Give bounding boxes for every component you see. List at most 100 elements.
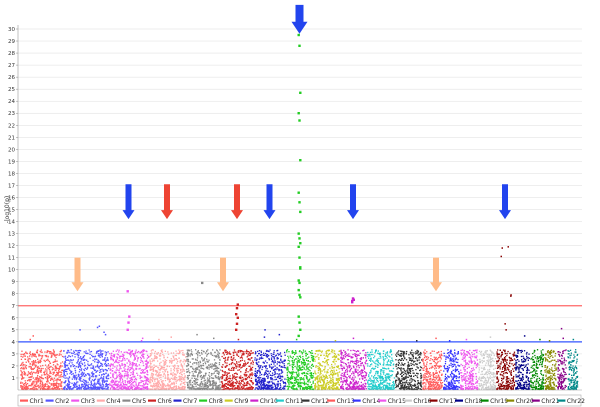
point bbox=[129, 363, 131, 365]
point bbox=[218, 378, 221, 380]
point bbox=[251, 386, 253, 388]
point bbox=[206, 355, 208, 357]
point bbox=[246, 362, 249, 364]
point bbox=[53, 384, 56, 387]
point bbox=[381, 377, 383, 379]
point bbox=[101, 368, 103, 370]
point bbox=[356, 381, 358, 384]
point bbox=[61, 387, 63, 390]
point bbox=[206, 386, 209, 389]
point bbox=[155, 372, 158, 374]
point bbox=[123, 374, 126, 377]
point bbox=[241, 388, 243, 390]
point bbox=[215, 366, 217, 368]
point bbox=[65, 364, 67, 366]
point bbox=[354, 387, 356, 390]
point bbox=[315, 377, 317, 379]
point bbox=[263, 384, 265, 386]
point bbox=[341, 369, 344, 371]
point bbox=[49, 352, 51, 354]
point bbox=[299, 381, 301, 383]
point bbox=[352, 365, 355, 367]
point bbox=[162, 375, 164, 377]
point bbox=[189, 366, 192, 368]
point bbox=[281, 371, 284, 373]
point bbox=[189, 381, 191, 383]
point bbox=[81, 385, 83, 387]
point bbox=[115, 360, 117, 362]
point bbox=[187, 349, 189, 352]
point bbox=[188, 370, 190, 372]
point bbox=[229, 383, 231, 385]
point bbox=[107, 387, 109, 389]
point bbox=[303, 362, 305, 364]
point bbox=[90, 367, 92, 369]
point bbox=[289, 381, 292, 383]
point bbox=[116, 356, 118, 358]
point bbox=[284, 351, 286, 354]
point bbox=[381, 376, 383, 378]
point bbox=[345, 381, 347, 383]
point bbox=[113, 387, 115, 390]
point bbox=[163, 368, 165, 370]
point bbox=[244, 384, 246, 386]
point bbox=[172, 355, 174, 357]
point bbox=[102, 359, 105, 361]
point bbox=[151, 352, 153, 354]
point bbox=[263, 387, 265, 389]
point bbox=[259, 370, 261, 372]
point bbox=[87, 388, 89, 390]
point bbox=[240, 371, 242, 373]
point bbox=[92, 387, 95, 389]
point bbox=[390, 360, 392, 362]
point bbox=[171, 362, 173, 364]
point bbox=[127, 375, 129, 377]
point bbox=[147, 362, 149, 364]
point bbox=[279, 353, 281, 355]
point bbox=[291, 373, 294, 375]
background-points bbox=[20, 246, 579, 391]
point bbox=[150, 379, 153, 381]
point bbox=[351, 386, 353, 388]
point bbox=[146, 366, 148, 368]
point bbox=[384, 381, 386, 383]
point bbox=[107, 375, 110, 377]
point bbox=[113, 355, 115, 357]
point bbox=[190, 353, 192, 355]
point bbox=[215, 376, 217, 378]
point bbox=[247, 381, 249, 383]
point bbox=[265, 371, 267, 373]
point bbox=[66, 386, 69, 388]
point bbox=[246, 382, 248, 385]
point bbox=[350, 388, 352, 390]
point bbox=[350, 357, 352, 359]
point bbox=[261, 387, 263, 389]
point bbox=[29, 355, 31, 357]
point bbox=[173, 383, 175, 385]
point bbox=[287, 368, 289, 370]
point bbox=[40, 360, 42, 362]
point bbox=[57, 388, 59, 390]
point bbox=[101, 380, 104, 382]
point bbox=[39, 387, 42, 389]
point bbox=[212, 382, 214, 385]
point bbox=[87, 386, 89, 388]
point bbox=[314, 370, 316, 372]
point bbox=[105, 369, 107, 371]
point bbox=[226, 383, 228, 385]
point bbox=[81, 362, 83, 364]
point bbox=[126, 373, 128, 375]
point bbox=[297, 382, 300, 384]
point bbox=[188, 382, 190, 384]
point bbox=[191, 353, 193, 356]
point bbox=[311, 386, 313, 389]
point bbox=[40, 365, 42, 367]
point bbox=[47, 367, 49, 370]
point bbox=[333, 361, 335, 363]
point bbox=[106, 385, 108, 387]
point bbox=[316, 381, 318, 383]
point bbox=[314, 353, 316, 355]
point bbox=[280, 358, 282, 360]
point bbox=[202, 350, 205, 352]
point bbox=[168, 359, 171, 362]
